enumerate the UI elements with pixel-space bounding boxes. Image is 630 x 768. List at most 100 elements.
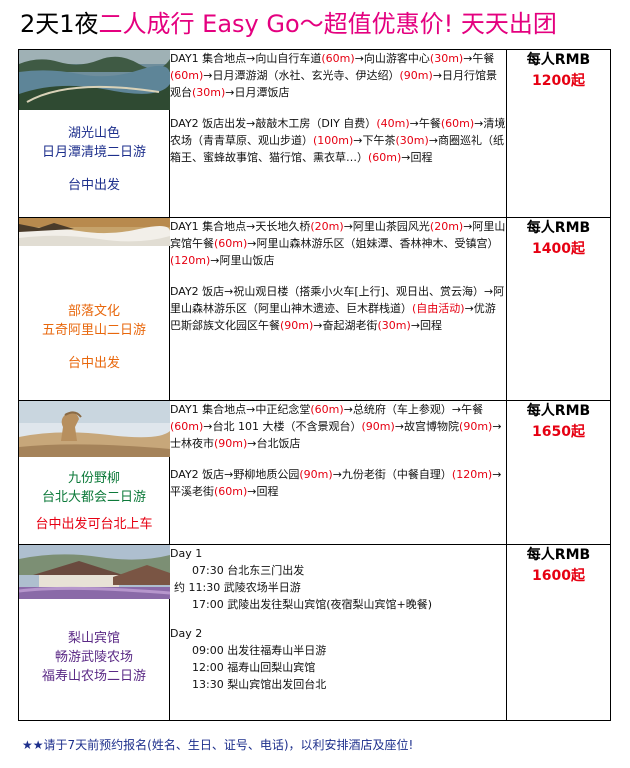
schedule-text: 武陵出发往梨山宾馆(夜宿梨山宾馆+晚餐) [227, 598, 433, 611]
itinerary-cell: DAY1 集合地点→天长地久桥(20m)→阿里山茶园风光(20m)→阿里山宾馆午… [169, 217, 507, 401]
price-value: 1400起 [532, 241, 585, 257]
price-value: 1600起 [532, 568, 585, 584]
schedule-item: 13:30 梨山宾馆出发回台北 [170, 676, 506, 693]
itinerary-text: →日月潭饭店 [225, 86, 290, 99]
itinerary-text: →阿里山森林游乐区（姐妹潭、香林神木、受镇宫） [247, 237, 499, 250]
itinerary-text: →回程 [247, 485, 279, 498]
duration-text: (30m) [192, 86, 226, 99]
itinerary-text: DAY2 饭店出发→敲敲木工房（DIY 自费） [170, 117, 377, 130]
itinerary-text: →优游巴斯郐族文化园区午餐 [170, 302, 496, 332]
itinerary-text: →士林夜市 [170, 420, 502, 450]
duration-text: (60m) [321, 52, 355, 65]
itinerary-day2: DAY2 饭店→祝山观日楼（搭乘小火车[上行]、观日出、赏云海）→阿里山森林游乐… [170, 283, 506, 334]
itinerary-text: →下午茶 [353, 134, 396, 147]
duration-text: (20m) [310, 220, 344, 233]
duration-text: (60m) [310, 403, 344, 416]
caption-line: 梨山宾馆 [67, 631, 120, 646]
schedule-time: 17:00 [192, 598, 224, 611]
schedule-day-label: Day 1 [170, 547, 203, 560]
schedule-item: 09:00 出发往福寿山半日游 [170, 642, 506, 659]
title-promo: 二人成行 Easy Go～超值优惠价! 天天出团 [98, 10, 557, 38]
itinerary-text: →平溪老街 [170, 468, 502, 498]
tour-row: 梨山宾馆 畅游武陵农场 福寿山农场二日游 Day 1 07:30 台北东三门出发… [18, 544, 611, 721]
duration-text: (60m) [214, 485, 248, 498]
alishan-sea-of-clouds-photo [19, 218, 170, 246]
duration-text: (60m) [368, 151, 402, 164]
itinerary-text: DAY1 集合地点→向山自行车道 [170, 52, 322, 65]
star-icon: ★★ [22, 738, 44, 752]
schedule-time: 07:30 [192, 564, 224, 577]
tour-row: 湖光山色 日月潭清境二日游 台中出发 DAY1 集合地点→向山自行车道(60m)… [18, 49, 611, 218]
itinerary-text: →总统府（车上参观） [343, 403, 452, 416]
itinerary-text: →台北饭店 [247, 437, 301, 450]
itinerary-text: →奋起湖老街 [313, 319, 378, 332]
price-cell: 每人RMB 1600起 [506, 544, 611, 721]
caption-line: 台北大都会二日游 [41, 490, 146, 505]
itinerary-cell: DAY1 集合地点→向山自行车道(60m)→向山游客中心(30m)→午餐(60m… [169, 49, 507, 218]
schedule-day-label: Day 2 [170, 627, 203, 640]
sun-moon-lake-photo [19, 50, 170, 110]
booking-notice-text: 请于7天前预约报名(姓名、生日、证号、电话)，以利安排酒店及座位! [43, 738, 414, 752]
itinerary-text: DAY2 饭店→祝山观日楼（搭乘小火车[上行]、观日出、赏云海）→阿里山森林游乐… [170, 285, 505, 315]
duration-text: (90m) [280, 319, 314, 332]
price-label: 每人RMB [526, 403, 591, 419]
itinerary-text: →日月行馆景观台 [170, 69, 498, 99]
itinerary-text: →午餐 [463, 52, 495, 65]
caption-line: 畅游武陵农场 [54, 650, 133, 665]
duration-text: (60m) [170, 420, 204, 433]
itinerary-text: →阿里山饭店 [210, 254, 275, 267]
schedule-item: 约 11:30 武陵农场半日游 [170, 579, 506, 596]
title-duration: 2天1夜 [20, 10, 99, 38]
itinerary-text: →阿里山茶园风光 [343, 220, 430, 233]
itinerary-text: →故宫博物院 [394, 420, 460, 433]
schedule-text: 出发往福寿山半日游 [227, 644, 327, 657]
duration-text: (120m) [170, 254, 211, 267]
itinerary-day1: DAY1 集合地点→天长地久桥(20m)→阿里山茶园风光(20m)→阿里山宾馆午… [170, 218, 506, 269]
schedule-prefix: 约 [174, 581, 185, 594]
schedule-item: 07:30 台北东三门出发 [170, 562, 506, 579]
itinerary-text: →台北 101 大楼（不含景观台） [203, 420, 362, 433]
caption-line: 部落文化 [67, 304, 120, 319]
price-cell: 每人RMB 1200起 [506, 49, 611, 218]
schedule-item: 17:00 武陵出发往梨山宾馆(夜宿梨山宾馆+晚餐) [170, 596, 506, 613]
itinerary-text: DAY1 集合地点→中正纪念堂 [170, 403, 311, 416]
duration-text: (30m) [429, 52, 464, 65]
price-cell: 每人RMB 1650起 [506, 400, 611, 545]
itinerary-text: →清境农场（青青草原、观山步道） [170, 117, 506, 147]
departure-label: 台中出发可台北上车 [35, 517, 153, 532]
schedule-time: 11:30 [188, 581, 221, 594]
itinerary-text: →阿里山宾馆午餐 [170, 220, 506, 250]
duration-text: (40m) [376, 117, 410, 130]
price-cell: 每人RMB 1400起 [506, 217, 611, 401]
itinerary-day1: DAY1 集合地点→中正纪念堂(60m)→总统府（车上参观）→午餐(60m)→台… [170, 401, 506, 452]
itinerary-text: →回程 [401, 151, 433, 164]
duration-text: (30m) [395, 134, 429, 147]
schedule-text: 梨山宾馆出发回台北 [227, 678, 327, 691]
duration-text: (100m) [313, 134, 354, 147]
duration-text: (60m) [440, 117, 475, 130]
itinerary-text: →回程 [410, 319, 443, 332]
departure-label: 台中出发 [67, 178, 120, 193]
yehliu-queens-head-photo [19, 401, 170, 457]
itinerary-day1: DAY1 集合地点→向山自行车道(60m)→向山游客中心(30m)→午餐(60m… [170, 50, 506, 101]
schedule-time: 13:30 [192, 678, 224, 691]
price-value: 1200起 [532, 73, 585, 89]
tour-row: 部落文化 五奇阿里山二日游 台中出发 DAY1 集合地点→天长地久桥(20m)→… [18, 217, 611, 401]
duration-text: (自由活动) [412, 302, 465, 315]
duration-text: (90m) [361, 420, 395, 433]
caption-line: 九份野柳 [67, 471, 120, 486]
caption-line: 日月潭清境二日游 [41, 145, 146, 160]
schedule-text: 台北东三门出发 [227, 564, 305, 577]
schedule: Day 1 07:30 台北东三门出发 约 11:30 武陵农场半日游 17:0… [170, 545, 506, 693]
caption-line: 福寿山农场二日游 [41, 669, 146, 684]
tour-table: 湖光山色 日月潭清境二日游 台中出发 DAY1 集合地点→向山自行车道(60m)… [18, 49, 611, 721]
price-label: 每人RMB [526, 220, 591, 236]
itinerary-text: →午餐 [451, 403, 484, 416]
page-title: 2天1夜二人成行 Easy Go～超值优惠价! 天天出团 [20, 10, 557, 38]
booking-notice: ★★请于7天前预约报名(姓名、生日、证号、电话)，以利安排酒店及座位! [22, 736, 413, 753]
price-label: 每人RMB [526, 52, 591, 68]
itinerary-text: →九份老街（中餐自理） [332, 468, 452, 481]
itinerary-cell: Day 1 07:30 台北东三门出发 约 11:30 武陵农场半日游 17:0… [169, 544, 507, 721]
itinerary-text: →向山游客中心 [354, 52, 430, 65]
duration-text: (90m) [459, 420, 493, 433]
